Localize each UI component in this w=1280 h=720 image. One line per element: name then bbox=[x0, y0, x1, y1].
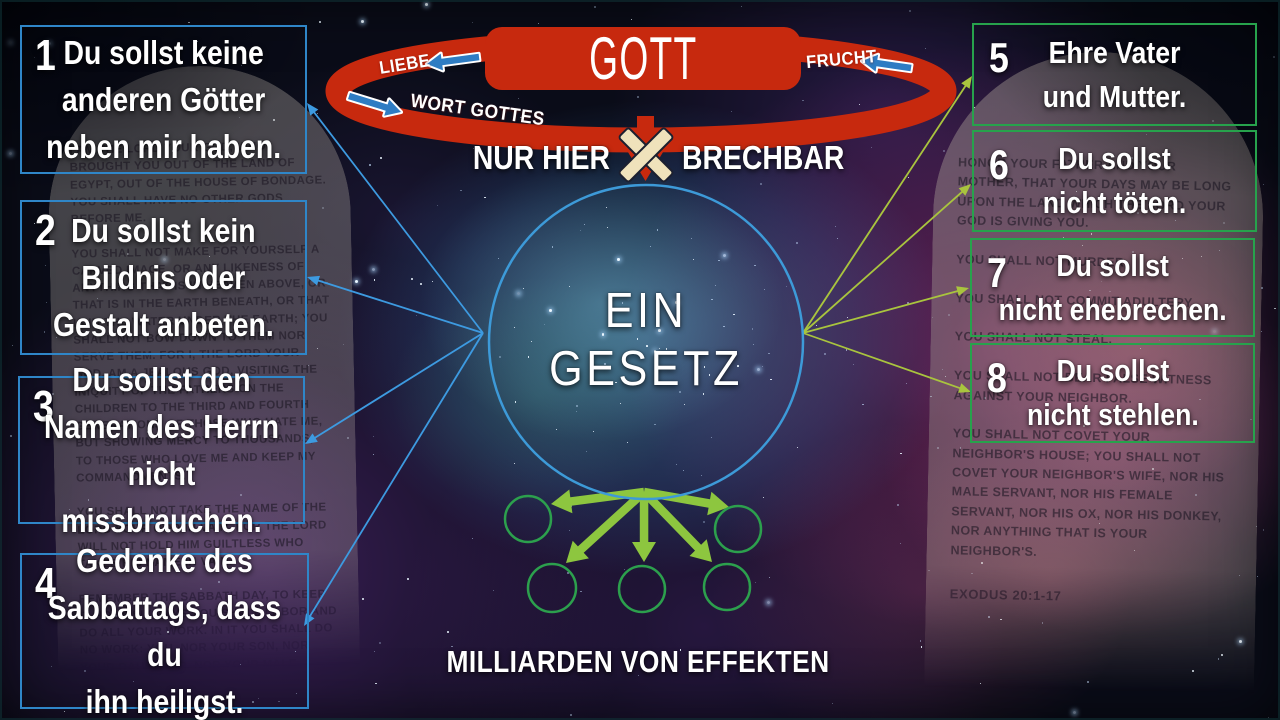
commandment-box-4: 4 Gedenke des Sabbattags, dass du ihn he… bbox=[20, 542, 309, 720]
commandment-number: 4 bbox=[35, 559, 56, 608]
breakable-note-prefix: NUR HIER bbox=[472, 139, 610, 176]
word-of-god-arrow bbox=[346, 90, 403, 118]
breakable-note-suffix: BRECHBAR bbox=[682, 139, 845, 176]
commandment-text: Du sollst den Namen des Herrn nicht miss… bbox=[43, 361, 279, 539]
commandment-text: Du sollst kein Bildnis oder Gestalt anbe… bbox=[53, 212, 274, 343]
commandment-box-1: 1 Du sollst keine anderen Götter neben m… bbox=[20, 25, 307, 174]
commandment-number: 5 bbox=[989, 34, 1009, 81]
effect-arrow bbox=[551, 487, 645, 514]
commandment-number: 6 bbox=[989, 141, 1009, 188]
effect-arrow bbox=[643, 487, 729, 516]
god-box: GOTT bbox=[485, 27, 801, 90]
effect-circle bbox=[702, 562, 752, 612]
commandment-box-2: 2 Du sollst kein Bildnis oder Gestalt an… bbox=[20, 200, 307, 355]
cross-out-icon bbox=[618, 127, 674, 183]
effects-caption: MILLIARDEN VON EFFEKTEN bbox=[446, 644, 830, 679]
commandment-number: 1 bbox=[35, 31, 56, 80]
commandment-number: 8 bbox=[987, 354, 1007, 401]
effect-arrow bbox=[641, 489, 712, 562]
commandment-number: 2 bbox=[35, 206, 56, 255]
one-law-label: EIN GESETZ bbox=[549, 284, 743, 396]
god-label: GOTT bbox=[588, 25, 698, 92]
effect-circles bbox=[503, 494, 763, 614]
effect-arrow bbox=[632, 492, 656, 562]
connector-commandment-7 bbox=[802, 286, 969, 334]
commandment-text: Ehre Vater und Mutter. bbox=[1042, 34, 1187, 114]
commandment-box-7: 7 Du sollst nicht ehebrechen. bbox=[970, 238, 1255, 337]
connector-commandment-4 bbox=[304, 332, 484, 626]
commandment-text: Du sollst nicht töten. bbox=[1042, 141, 1187, 220]
commandment-box-3: 3 Du sollst den Namen des Herrn nicht mi… bbox=[18, 361, 305, 539]
connector-commandment-3 bbox=[305, 332, 484, 444]
effect-arrow bbox=[566, 488, 647, 563]
commandment-text: Du sollst nicht stehlen. bbox=[1026, 353, 1199, 432]
commandment-number: 7 bbox=[987, 249, 1007, 296]
commandment-box-5: 5 Ehre Vater und Mutter. bbox=[972, 23, 1257, 126]
commandment-text: Gedenke des Sabbattags, dass du ihn heil… bbox=[47, 542, 282, 720]
commandment-text: Du sollst nicht ehebrechen. bbox=[998, 247, 1227, 327]
one-law-circle bbox=[487, 183, 805, 501]
commandment-box-8: 8 Du sollst nicht stehlen. bbox=[970, 343, 1255, 443]
commandment-number: 3 bbox=[33, 382, 54, 431]
connector-commandment-2 bbox=[307, 275, 484, 334]
commandment-box-6: 6 Du sollst nicht töten. bbox=[972, 130, 1257, 232]
connector-commandment-5 bbox=[802, 76, 972, 334]
connector-commandment-8 bbox=[802, 332, 971, 393]
commandment-text: Du sollst keine anderen Götter neben mir… bbox=[46, 34, 281, 165]
fruit-arrow bbox=[860, 52, 914, 74]
effect-circle bbox=[526, 562, 578, 614]
effect-circle bbox=[503, 494, 553, 544]
effect-circle bbox=[617, 564, 667, 614]
love-arrow bbox=[425, 51, 482, 73]
connector-commandment-6 bbox=[802, 184, 971, 334]
connector-commandment-1 bbox=[307, 103, 484, 334]
effect-circle bbox=[713, 504, 763, 554]
